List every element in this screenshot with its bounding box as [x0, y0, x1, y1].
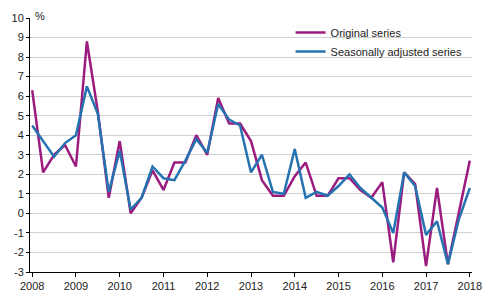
svg-text:6: 6 — [18, 90, 24, 102]
svg-text:-1: -1 — [14, 227, 24, 239]
svg-text:2015: 2015 — [326, 280, 350, 292]
svg-text:2013: 2013 — [239, 280, 263, 292]
svg-text:2018: 2018 — [458, 280, 482, 292]
svg-text:4: 4 — [18, 129, 24, 141]
svg-text:3: 3 — [18, 149, 24, 161]
svg-text:2016: 2016 — [370, 280, 394, 292]
svg-text:2010: 2010 — [107, 280, 131, 292]
svg-text:0: 0 — [18, 207, 24, 219]
svg-text:2008: 2008 — [20, 280, 44, 292]
svg-text:2: 2 — [18, 168, 24, 180]
svg-text:1: 1 — [18, 188, 24, 200]
svg-text:Original series: Original series — [331, 27, 402, 39]
svg-text:-3: -3 — [14, 266, 24, 278]
svg-text:2017: 2017 — [414, 280, 438, 292]
svg-text:2012: 2012 — [195, 280, 219, 292]
svg-text:2011: 2011 — [152, 280, 176, 292]
svg-text:-2: -2 — [14, 246, 24, 258]
svg-text:2014: 2014 — [283, 280, 307, 292]
svg-text:10: 10 — [12, 12, 24, 24]
svg-text:5: 5 — [18, 110, 24, 122]
svg-text:8: 8 — [18, 51, 24, 63]
svg-text:2009: 2009 — [64, 280, 88, 292]
svg-text:9: 9 — [18, 31, 24, 43]
svg-text:7: 7 — [18, 70, 24, 82]
svg-text:Seasonally adjusted series: Seasonally adjusted series — [331, 46, 462, 58]
svg-text:%: % — [35, 10, 45, 22]
